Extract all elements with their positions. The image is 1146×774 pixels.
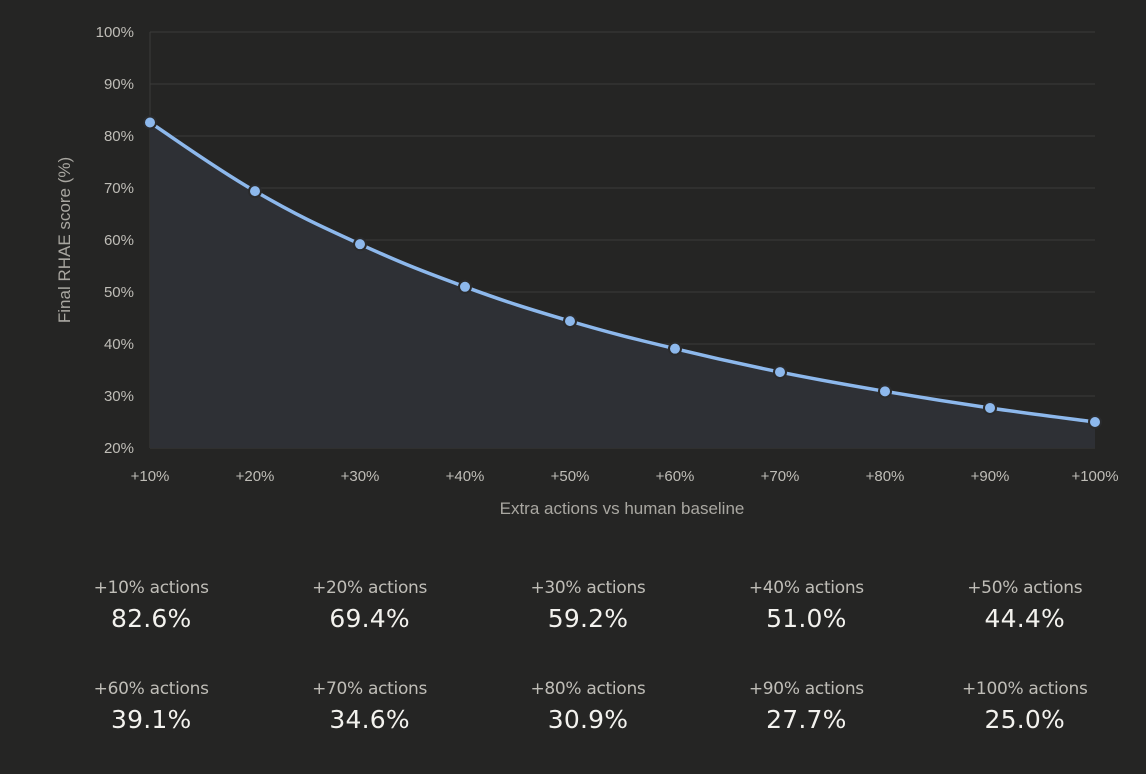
summary-label: +10% actions xyxy=(93,578,209,598)
data-point xyxy=(248,184,262,199)
summary-grid: +10% actions 82.6% +20% actions 69.4% +3… xyxy=(42,572,1134,774)
summary-item: +80% actions 30.9% xyxy=(479,673,697,774)
x-tick-label: +50% xyxy=(551,468,590,485)
summary-item: +100% actions 25.0% xyxy=(916,673,1134,774)
x-axis-title: Extra actions vs human baseline xyxy=(500,499,745,518)
summary-label: +70% actions xyxy=(312,679,428,699)
y-axis-title: Final RHAE score (%) xyxy=(55,157,74,323)
summary-label: +100% actions xyxy=(961,679,1088,699)
data-point xyxy=(983,400,997,415)
x-tick-label: +60% xyxy=(656,468,695,485)
x-tick-label: +10% xyxy=(131,468,170,485)
x-tick-label: +90% xyxy=(971,468,1010,485)
y-tick-label: 70% xyxy=(104,180,134,197)
y-tick-label: 30% xyxy=(104,388,134,405)
y-tick-label: 40% xyxy=(104,336,134,353)
series-path xyxy=(148,120,1097,424)
data-point xyxy=(668,341,682,356)
y-tick-label: 80% xyxy=(104,128,134,145)
summary-item: +20% actions 69.4% xyxy=(260,572,478,673)
summary-value: 51.0% xyxy=(766,604,847,633)
x-tick-label: +80% xyxy=(866,468,905,485)
y-tick-label: 50% xyxy=(104,284,134,301)
data-point xyxy=(563,314,577,329)
summary-value: 25.0% xyxy=(984,705,1065,734)
summary-value: 44.4% xyxy=(984,604,1065,633)
x-tick-label: +70% xyxy=(761,468,800,485)
x-tick-label: +20% xyxy=(236,468,275,485)
summary-value: 39.1% xyxy=(110,705,192,734)
x-tick-label: +100% xyxy=(1071,468,1118,485)
data-point xyxy=(458,279,472,294)
summary-value: 30.9% xyxy=(547,705,629,734)
summary-label: +40% actions xyxy=(748,578,864,598)
score-chart: 20% 30% 40% 50% 60% 70% 80% 90% 100% +10% +20% +30… xyxy=(55,24,1119,518)
data-point xyxy=(878,384,892,399)
x-tick-label: +30% xyxy=(341,468,380,485)
summary-label: +50% actions xyxy=(967,578,1083,598)
data-points xyxy=(143,115,1102,429)
data-point xyxy=(353,237,367,252)
y-tick-labels: 20% 30% 40% 50% 60% 70% 80% 90% 100% xyxy=(96,24,134,457)
y-tick-label: 60% xyxy=(104,232,134,249)
x-tick-labels: +10% +20% +30% +40% +50% +60% +70% +80% +90% +100… xyxy=(131,468,1119,485)
summary-item: +30% actions 59.2% xyxy=(479,572,697,673)
y-tick-label: 90% xyxy=(104,76,134,93)
summary-label: +60% actions xyxy=(93,679,209,699)
data-point xyxy=(143,115,157,130)
area-fill xyxy=(150,122,1095,448)
summary-label: +30% actions xyxy=(530,578,646,598)
summary-value: 34.6% xyxy=(329,705,410,734)
summary-label: +80% actions xyxy=(530,679,646,699)
summary-item: +60% actions 39.1% xyxy=(42,673,260,774)
summary-item: +10% actions 82.6% xyxy=(42,572,260,673)
x-tick-label: +40% xyxy=(446,468,485,485)
y-tick-label: 100% xyxy=(96,24,134,41)
series-line xyxy=(148,120,1097,424)
summary-label: +90% actions xyxy=(748,679,864,699)
summary-item: +50% actions 44.4% xyxy=(916,572,1134,673)
summary-value: 27.7% xyxy=(766,705,847,734)
summary-value: 69.4% xyxy=(329,604,410,633)
y-tick-label: 20% xyxy=(104,440,134,457)
summary-value: 59.2% xyxy=(547,604,629,633)
summary-item: +40% actions 51.0% xyxy=(697,572,915,673)
summary-item: +70% actions 34.6% xyxy=(260,673,478,774)
area-path xyxy=(150,122,1095,448)
summary-value: 82.6% xyxy=(110,604,192,633)
summary-item: +90% actions 27.7% xyxy=(697,673,915,774)
data-point xyxy=(773,365,787,380)
summary-label: +20% actions xyxy=(312,578,428,598)
data-point xyxy=(1088,415,1102,429)
